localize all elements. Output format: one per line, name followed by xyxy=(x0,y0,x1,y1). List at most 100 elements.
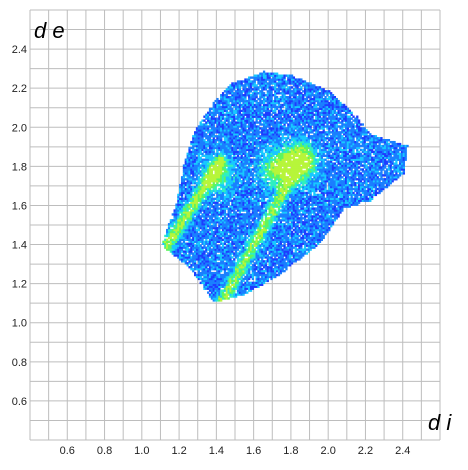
heatmap-cell xyxy=(205,182,208,185)
heatmap-cell xyxy=(249,84,253,87)
heatmap-cell xyxy=(266,150,269,154)
heatmap-cell xyxy=(235,277,238,281)
heatmap-cell xyxy=(246,240,249,243)
heatmap-cell xyxy=(249,160,253,163)
heatmap-cell xyxy=(270,244,273,247)
heatmap-cell xyxy=(195,140,199,144)
heatmap-cell xyxy=(261,96,264,99)
heatmap-cell xyxy=(233,94,236,97)
heatmap-cell xyxy=(253,232,256,236)
heatmap-cell xyxy=(175,211,178,214)
heatmap-cell xyxy=(223,199,227,202)
heatmap-cell xyxy=(186,160,189,163)
heatmap-cell xyxy=(190,201,193,204)
heatmap-cell xyxy=(266,156,269,159)
heatmap-cell xyxy=(248,96,251,99)
heatmap-cell xyxy=(225,109,228,113)
heatmap-cell xyxy=(244,101,247,105)
heatmap-cell xyxy=(274,166,277,169)
heatmap-cell xyxy=(235,137,238,140)
heatmap-cell xyxy=(240,90,243,93)
heatmap-cell xyxy=(194,246,197,249)
heatmap-cell xyxy=(255,105,258,109)
heatmap-cell xyxy=(216,162,219,165)
heatmap-cell xyxy=(238,223,241,226)
heatmap-cell xyxy=(231,113,234,116)
heatmap-cell xyxy=(216,146,219,150)
heatmap-cell xyxy=(264,99,268,103)
heatmap-cell xyxy=(201,180,204,183)
heatmap-cell xyxy=(175,217,178,220)
heatmap-cell xyxy=(220,152,223,156)
heatmap-cell xyxy=(255,156,258,159)
heatmap-cell xyxy=(246,119,249,122)
heatmap-cell xyxy=(197,133,200,136)
heatmap-cell xyxy=(235,121,238,124)
heatmap-cell xyxy=(225,117,228,120)
heatmap-cell xyxy=(257,264,260,267)
heatmap-cell xyxy=(236,234,240,238)
heatmap-cell xyxy=(244,275,247,279)
heatmap-cell xyxy=(236,97,240,101)
heatmap-cell xyxy=(251,178,255,181)
heatmap-cell xyxy=(207,182,210,185)
heatmap-cell xyxy=(229,236,232,240)
heatmap-cell xyxy=(262,88,266,91)
heatmap-cell xyxy=(272,142,275,146)
heatmap-cell xyxy=(205,262,208,265)
heatmap-cell xyxy=(255,279,258,283)
heatmap-cell xyxy=(201,221,204,224)
heatmap-cell xyxy=(194,232,197,236)
heatmap-cell xyxy=(277,164,281,167)
heatmap-cell xyxy=(236,176,240,179)
heatmap-cell xyxy=(197,189,200,193)
heatmap-cell xyxy=(229,176,232,179)
heatmap-cell xyxy=(251,252,255,255)
heatmap-cell xyxy=(231,213,234,216)
heatmap-cell xyxy=(192,162,195,165)
heatmap-cell xyxy=(227,129,230,132)
heatmap-cell xyxy=(259,101,262,105)
heatmap-cell xyxy=(253,97,256,101)
heatmap-cell xyxy=(214,183,217,187)
heatmap-cell xyxy=(235,162,238,165)
heatmap-cell xyxy=(277,250,281,253)
heatmap-cell xyxy=(268,197,271,200)
heatmap-cell xyxy=(244,221,247,224)
heatmap-cell xyxy=(276,268,279,271)
heatmap-cell xyxy=(235,182,238,185)
heatmap-cell xyxy=(184,193,187,197)
heatmap-cell xyxy=(244,266,247,269)
heatmap-cell xyxy=(223,213,227,216)
heatmap-cell xyxy=(169,219,173,222)
heatmap-cell xyxy=(188,215,191,218)
heatmap-cell xyxy=(238,234,241,238)
heatmap-cell xyxy=(220,219,223,222)
heatmap-cell xyxy=(279,269,282,273)
heatmap-cell xyxy=(201,269,204,273)
heatmap-cell xyxy=(251,183,255,187)
heatmap-cell xyxy=(244,131,247,134)
heatmap-cell xyxy=(179,254,182,257)
heatmap-cell xyxy=(199,160,202,163)
heatmap-cell xyxy=(253,285,256,288)
heatmap-cell xyxy=(248,232,251,236)
heatmap-cell xyxy=(216,248,219,251)
heatmap-cell xyxy=(255,178,258,181)
heatmap-cell xyxy=(262,242,266,245)
heatmap-cell xyxy=(257,86,260,89)
heatmap-cell xyxy=(276,101,279,105)
heatmap-cell xyxy=(212,225,215,228)
heatmap-cell xyxy=(259,172,262,175)
heatmap-cell xyxy=(277,232,281,236)
heatmap-cell xyxy=(268,101,271,105)
heatmap-cell xyxy=(231,252,234,255)
heatmap-cell xyxy=(194,191,197,195)
heatmap-cell xyxy=(227,117,230,120)
heatmap-cell xyxy=(184,168,187,171)
heatmap-cell xyxy=(251,213,255,216)
heatmap-cell xyxy=(276,217,279,220)
heatmap-cell xyxy=(175,248,178,251)
heatmap-cell xyxy=(203,131,206,134)
heatmap-cell xyxy=(210,133,214,136)
